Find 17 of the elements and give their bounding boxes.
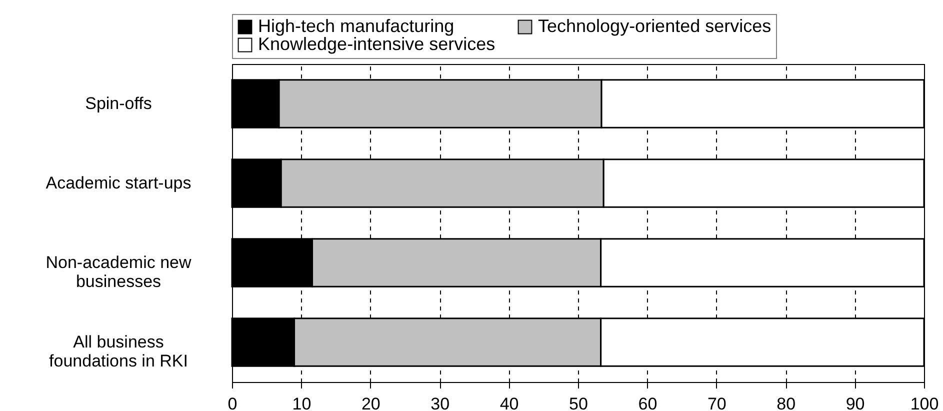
x-tick-label: 70 <box>707 394 726 411</box>
x-tick-label: 80 <box>776 394 796 411</box>
y-tick-label: Academic start-ups <box>46 173 192 192</box>
x-tick-label: 10 <box>292 394 312 411</box>
x-tick-label: 40 <box>500 394 519 411</box>
x-tick-label: 100 <box>910 394 939 411</box>
y-tick-label: All business foundations in RKI <box>49 332 188 370</box>
legend-label: Technology-oriented services <box>538 16 772 36</box>
x-tick-label: 90 <box>846 394 865 411</box>
x-tick-label: 50 <box>569 394 588 411</box>
y-tick-label: Spin-offs <box>85 94 152 113</box>
y-tick-label: Non-academic new businesses <box>46 252 192 291</box>
x-tick-label: 30 <box>430 394 450 411</box>
x-tick-label: 60 <box>638 394 658 411</box>
legend-label: High-tech manufacturing <box>258 16 454 36</box>
x-tick-label: 20 <box>361 394 380 411</box>
x-tick-label: 0 <box>228 394 238 411</box>
